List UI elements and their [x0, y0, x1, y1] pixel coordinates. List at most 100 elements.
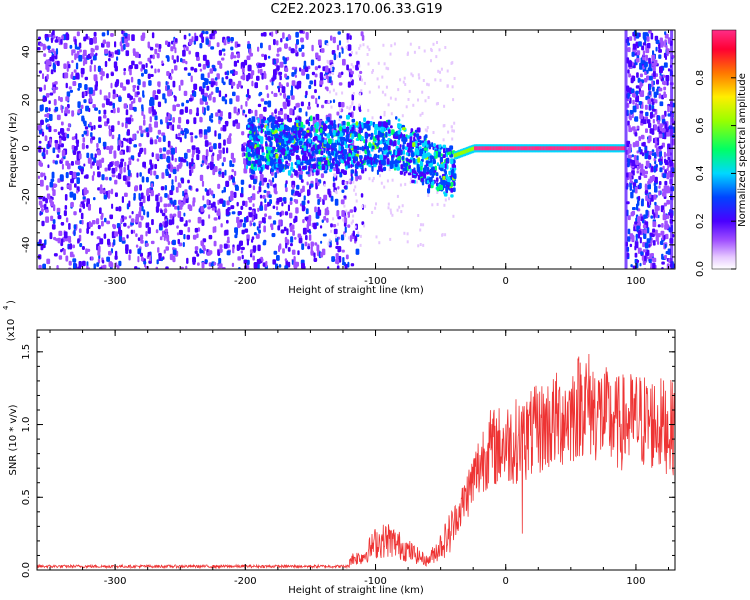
- spectrogram-cell: [324, 212, 327, 216]
- spectrogram-cell: [266, 203, 270, 207]
- spectrogram-cell: [339, 108, 342, 112]
- spectrogram-cell: [230, 174, 234, 180]
- spectrogram-cell: [99, 238, 104, 245]
- spectrogram-cell: [251, 132, 255, 138]
- spectrogram-cell: [123, 166, 126, 173]
- spectrogram-cell: [406, 158, 410, 162]
- spectrogram-cell: [366, 53, 369, 56]
- spectrogram-cell: [287, 170, 292, 176]
- spectrogram-cell: [80, 67, 85, 75]
- spectrogram-cell: [240, 250, 243, 254]
- spectrogram-cell: [56, 154, 60, 159]
- spectrogram-cell: [99, 89, 102, 95]
- spectrogram-cell: [627, 69, 630, 74]
- spectrogram-cell: [106, 256, 111, 262]
- spectrogram-cell: [149, 255, 152, 262]
- spectrogram-cell: [136, 130, 140, 134]
- spectrogram-cell: [164, 193, 168, 198]
- spectrogram-cell: [216, 154, 220, 161]
- spectrogram-cell: [102, 264, 107, 269]
- spectrogram-cell: [97, 65, 101, 72]
- spectrogram-cell: [219, 152, 222, 160]
- spectrogram-cell: [447, 130, 450, 134]
- spectrogram-cell: [119, 161, 124, 168]
- spectrogram-cell: [423, 147, 428, 151]
- spectrogram-cell: [644, 104, 648, 110]
- spectrogram-cell: [258, 220, 263, 224]
- spectrogram-cell: [282, 56, 285, 61]
- spectrogram-cell: [636, 72, 639, 78]
- spectrogram-cell: [250, 110, 253, 114]
- spectrogram-cell: [115, 250, 118, 257]
- spectrogram-cell: [389, 163, 394, 169]
- spectrogram-cell: [148, 80, 152, 86]
- spectrogram-cell: [187, 179, 190, 184]
- spectrogram-cell: [111, 134, 115, 140]
- spectrogram-cell: [42, 196, 46, 202]
- spectrogram-cell: [642, 50, 646, 56]
- spectrogram-cell: [295, 43, 298, 50]
- spectrogram-cell: [45, 117, 48, 123]
- spectrogram-cell: [387, 103, 390, 107]
- spectrogram-cell: [48, 34, 52, 38]
- spectrogram-cell: [387, 151, 391, 155]
- spectrogram-cell: [179, 109, 184, 115]
- spectrogram-cell: [210, 91, 214, 95]
- spectrogram-cell: [272, 74, 277, 80]
- spectrogram-cell: [42, 147, 46, 153]
- spectrogram-cell: [186, 119, 190, 125]
- spectrogram-cell: [305, 208, 309, 215]
- spectrogram-cell: [293, 264, 298, 269]
- spectrogram-cell: [659, 37, 663, 43]
- spectrogram-cell: [231, 262, 235, 268]
- spectrogram-cell: [100, 184, 103, 189]
- spectrogram-cell: [629, 243, 633, 248]
- spectrogram-cell: [207, 251, 211, 256]
- spectrogram-cell: [271, 233, 276, 238]
- spectrogram-cell: [452, 214, 455, 218]
- spectrogram-cell: [70, 74, 73, 79]
- spectrogram-cell: [267, 100, 272, 108]
- spectrogram-cell: [194, 35, 199, 42]
- spectrogram-cell: [127, 117, 132, 125]
- spectrogram-cell: [371, 211, 374, 214]
- spectrogram-cell: [48, 100, 51, 105]
- spectrogram-cell: [52, 147, 56, 154]
- spectrogram-cell: [272, 125, 275, 131]
- spectrogram-cell: [118, 96, 122, 102]
- spectrogram-cell: [236, 216, 240, 224]
- spectrogram-cell: [302, 219, 305, 224]
- spectrogram-cell: [56, 114, 61, 121]
- spectrogram-cell: [420, 178, 424, 182]
- spectrogram-cell: [352, 219, 354, 223]
- spectrogram-cell: [341, 249, 345, 253]
- spectrogram-cell: [41, 131, 45, 137]
- spectrogram-cell: [344, 181, 347, 185]
- spectrogram-cell: [653, 213, 656, 219]
- spectrogram-cell: [351, 133, 355, 139]
- spectrogram-cell: [322, 233, 327, 237]
- spectrogram-cell: [134, 186, 138, 192]
- spectrogram-cell: [268, 215, 272, 220]
- spectrogram-cell: [184, 128, 188, 133]
- spectrogram-cell: [213, 240, 217, 247]
- spectrogram-cell: [137, 237, 141, 242]
- spectrogram-cell: [655, 211, 658, 219]
- spectrogram-cell: [309, 133, 313, 138]
- spectrogram-cell: [659, 161, 663, 166]
- spectrogram-cell: [296, 184, 300, 190]
- spectrogram-cell: [391, 178, 394, 182]
- spectrogram-cell: [192, 234, 197, 240]
- spectrogram-cell: [442, 138, 445, 142]
- spectrogram-cell: [136, 172, 139, 178]
- spectrogram-cell: [361, 34, 365, 41]
- spectrogram-cell: [257, 103, 262, 108]
- spectrogram-cell: [443, 191, 446, 195]
- spectrogram-cell: [106, 146, 110, 151]
- spectrogram-cell: [382, 43, 385, 47]
- spectrogram-cell: [223, 157, 226, 163]
- spectrogram-cell: [315, 97, 318, 105]
- spectrogram-cell: [97, 124, 102, 129]
- spectrogram-cell: [172, 80, 176, 88]
